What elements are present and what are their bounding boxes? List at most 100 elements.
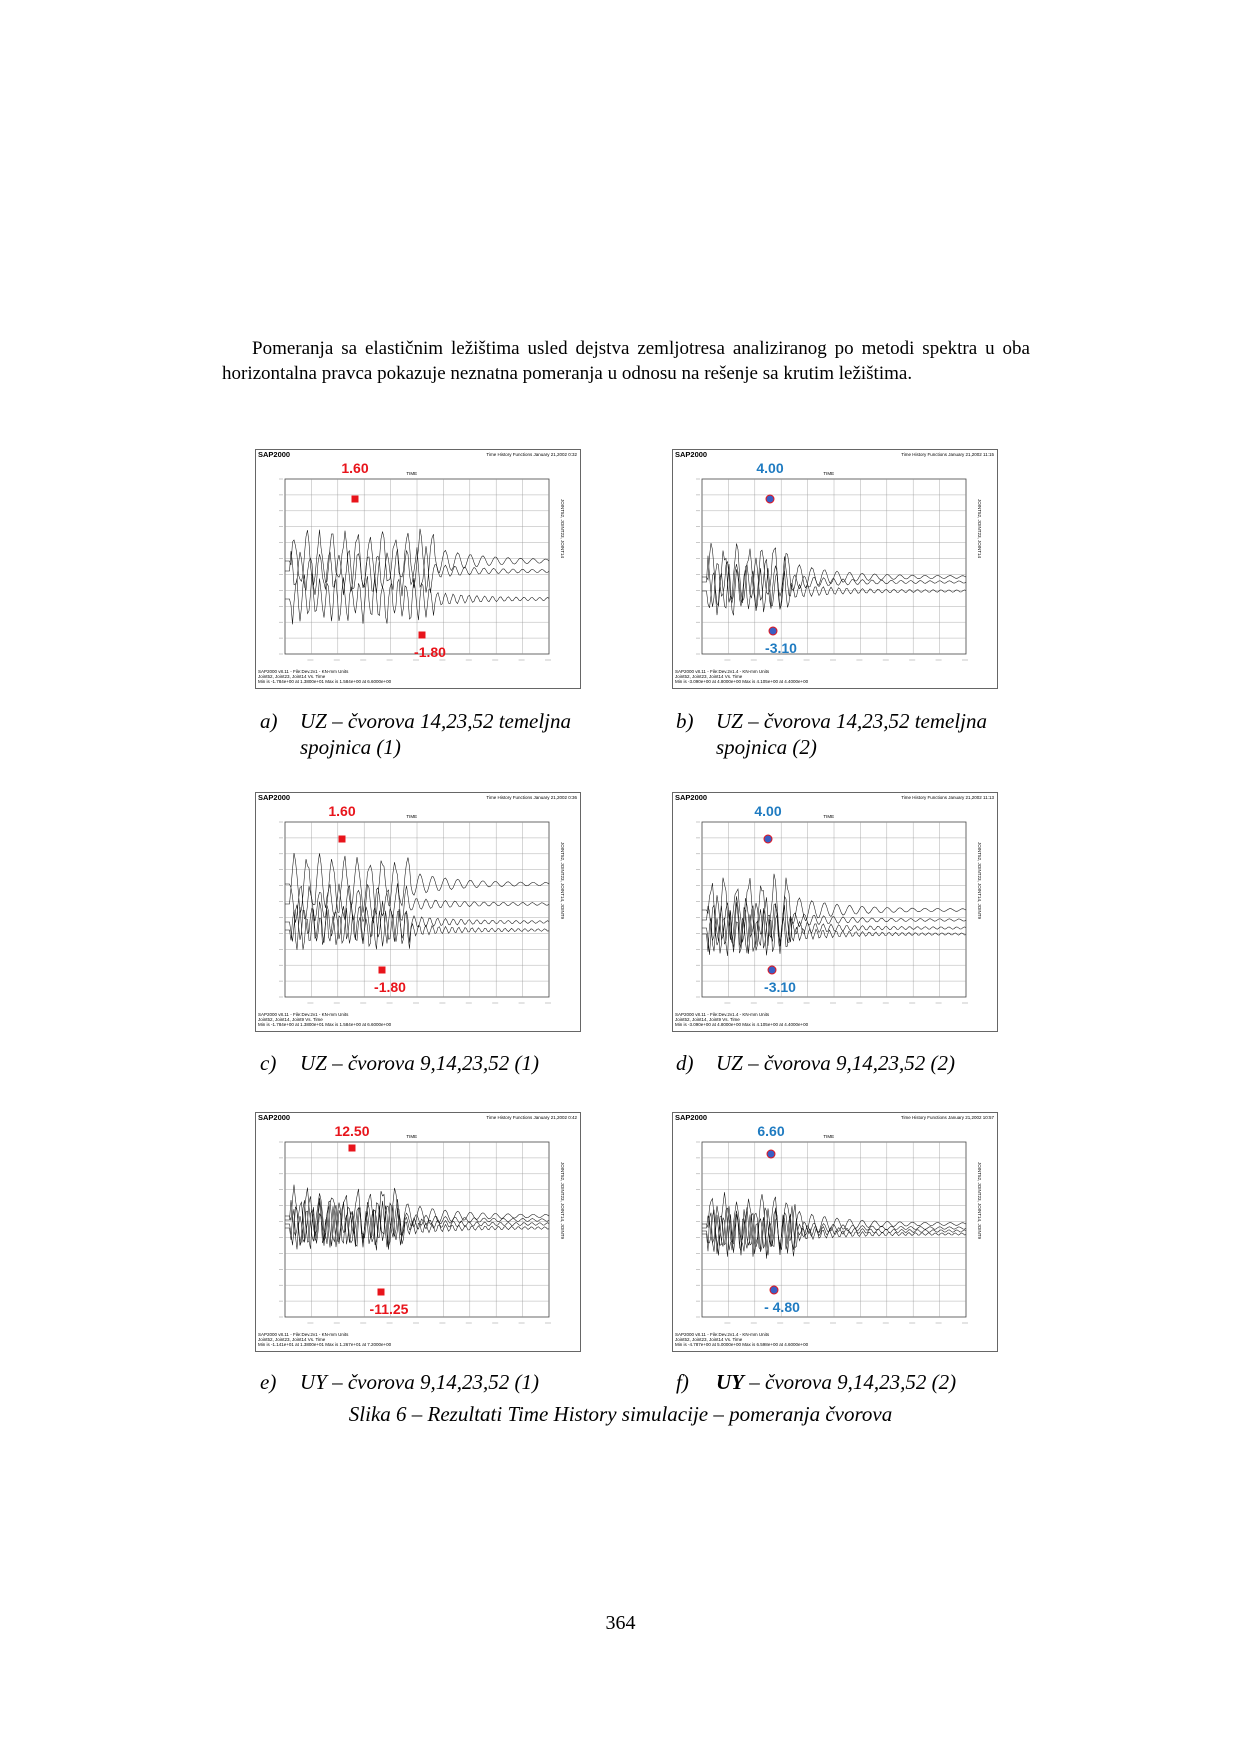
- caption-letter: f): [676, 1370, 689, 1394]
- legend: JOINT52, JOINT23, JOINT14, JOINT9: [560, 842, 565, 920]
- caption-text: UZ – čvorova 14,23,52 temeljna spojnica …: [716, 709, 988, 759]
- trace-line: [702, 1212, 967, 1259]
- grid: [702, 1142, 966, 1317]
- trace-line: [702, 873, 967, 947]
- traces: [285, 528, 550, 625]
- time-history-chart: SAP2000 Time History Functions January 21…: [672, 792, 998, 1032]
- max-label: 4.00: [756, 460, 783, 476]
- trace-line: [285, 573, 550, 625]
- footer-info: Min is -3.090e+00 at 4.8000e+00 Max is 4…: [675, 679, 809, 684]
- window-header-info: Time History Functions January 21,2002 0…: [486, 1115, 577, 1120]
- traces: [285, 852, 550, 950]
- trace-line: [702, 1206, 967, 1256]
- chart-panel-f: SAP2000 Time History Functions January 21…: [672, 1112, 998, 1352]
- max-marker: [338, 835, 346, 843]
- chart-panel-c: SAP2000 Time History Functions January 21…: [255, 792, 581, 1032]
- time-history-chart: SAP2000 Time History Functions January 21…: [672, 1112, 998, 1352]
- axis-title: TIME: [823, 1134, 834, 1139]
- caption-letter: e): [260, 1370, 277, 1394]
- body-paragraph: Pomeranja sa elastičnim ležištima usled …: [222, 336, 1030, 386]
- axis-title: TIME: [406, 471, 417, 476]
- footer-info: Joint52, Joint14, Joint9 Vs. Time: [258, 1017, 323, 1022]
- time-history-chart: SAP2000 Time History Functions January 21…: [255, 792, 581, 1032]
- footer-info: Joint52, Joint14, Joint9 Vs. Time: [675, 1017, 740, 1022]
- footer-info: Min is -3.090e+00 at 4.8000e+00 Max is 4…: [675, 1022, 809, 1027]
- trace-line: [285, 852, 550, 915]
- page-number: 364: [605, 1612, 636, 1634]
- traces: [702, 542, 967, 616]
- min-marker: [768, 626, 778, 636]
- axis-title: TIME: [823, 814, 834, 819]
- time-history-chart: SAP2000 Time History Functions January 21…: [255, 1112, 581, 1352]
- grid: [285, 822, 549, 997]
- caption-letter: d): [676, 1051, 694, 1075]
- trace-line: [702, 908, 967, 957]
- figure-title: Slika 6 – Rezultati Time History simulac…: [348, 1402, 893, 1426]
- window-header-info: Time History Functions January 21,2002 1…: [901, 452, 994, 457]
- chart-panel-d: SAP2000 Time History Functions January 21…: [672, 792, 998, 1032]
- caption-text: UZ – čvorova 9,14,23,52 (1): [300, 1051, 539, 1075]
- min-label: -1.80: [414, 644, 446, 660]
- trace-line: [285, 883, 550, 924]
- min-label: -1.80: [374, 979, 406, 995]
- app-title: SAP2000: [675, 1113, 707, 1122]
- footer-info: Min is -1.141e+01 at 1.3800e+01 Max is 1…: [258, 1342, 392, 1347]
- min-label: - 4.80: [764, 1299, 800, 1315]
- min-marker: [377, 1288, 385, 1296]
- max-marker: [765, 494, 775, 504]
- caption-letter: a): [260, 709, 278, 733]
- max-marker: [348, 1144, 356, 1152]
- footer-info: Min is -1.784e+00 at 1.3800e+01 Max is 1…: [258, 1022, 392, 1027]
- max-marker: [763, 834, 773, 844]
- footer-info: Joint52, Joint23, Joint14 Vs. Time: [258, 674, 326, 679]
- trace-line: [702, 901, 967, 955]
- chart-panel-b: SAP2000 Time History Functions January 21…: [672, 449, 998, 689]
- footer-info: SAP2000 v8.11 - File:Dev.2v1.4 - KN-mm U…: [675, 1332, 770, 1337]
- legend: JOINT52, JOINT23, JOINT14: [977, 499, 982, 559]
- footer-info: Min is -4.787e+00 at 5.0000e+00 Max is 6…: [675, 1342, 809, 1347]
- legend: JOINT52, JOINT23, JOINT14, JOINT9: [977, 1162, 982, 1240]
- traces: [285, 1184, 550, 1251]
- axis-title: TIME: [406, 1134, 417, 1139]
- min-marker: [769, 1285, 779, 1295]
- trace-line: [285, 907, 550, 950]
- footer-info: SAP2000 v8.11 - File:Dev.2v1 - KN-mm Uni…: [258, 1332, 349, 1337]
- caption-text: UZ – čvorova 14,23,52 temeljna spojnica …: [300, 709, 572, 759]
- caption-text: UZ – čvorova 9,14,23,52 (2): [716, 1051, 955, 1075]
- trace-line: [285, 528, 550, 594]
- footer-info: SAP2000 v8.11 - File:Dev.2v1 - KN-mm Uni…: [258, 669, 349, 674]
- app-title: SAP2000: [258, 793, 290, 802]
- caption-c: c) UZ – čvorova 9,14,23,52 (1): [260, 1050, 600, 1078]
- trace-line: [702, 1204, 967, 1252]
- legend: JOINT52, JOINT23, JOINT14, JOINT9: [560, 1162, 565, 1240]
- min-label: -3.10: [765, 640, 797, 656]
- chart-panel-e: SAP2000 Time History Functions January 21…: [255, 1112, 581, 1352]
- app-title: SAP2000: [675, 793, 707, 802]
- window-header-info: Time History Functions January 21,2002 1…: [901, 795, 994, 800]
- max-label: 4.00: [754, 803, 781, 819]
- grid: [702, 479, 966, 654]
- trace-line: [285, 546, 550, 597]
- trace-line: [702, 555, 967, 609]
- trace-line: [285, 1200, 550, 1248]
- caption-d: d) UZ – čvorova 9,14,23,52 (2): [676, 1050, 1016, 1078]
- trace-line: [285, 1205, 550, 1251]
- caption-a: a) UZ – čvorova 14,23,52 temeljna spojni…: [260, 708, 580, 762]
- min-label: -11.25: [370, 1301, 409, 1317]
- caption-letter: c): [260, 1051, 277, 1075]
- grid: [702, 822, 966, 997]
- trace-line: [702, 895, 967, 947]
- app-title: SAP2000: [258, 1113, 290, 1122]
- caption-text: UY – čvorova 9,14,23,52 (1): [300, 1370, 539, 1394]
- axis-title: TIME: [406, 814, 417, 819]
- footer-info: Joint52, Joint23, Joint14 Vs. Time: [675, 1337, 743, 1342]
- traces: [702, 1192, 967, 1259]
- max-label: 12.50: [334, 1123, 369, 1139]
- chart-panel-a: SAP2000 Time History Functions January 21…: [255, 449, 581, 689]
- footer-info: SAP2000 v8.11 - File:Dev.2v1.4 - KN-mm U…: [675, 1012, 770, 1017]
- max-label: 1.60: [328, 803, 355, 819]
- max-label: 1.60: [341, 460, 368, 476]
- min-marker: [378, 966, 386, 974]
- footer-info: Joint52, Joint23, Joint14 Vs. Time: [258, 1337, 326, 1342]
- paragraph-text: Pomeranja sa elastičnim ležištima usled …: [222, 338, 1030, 384]
